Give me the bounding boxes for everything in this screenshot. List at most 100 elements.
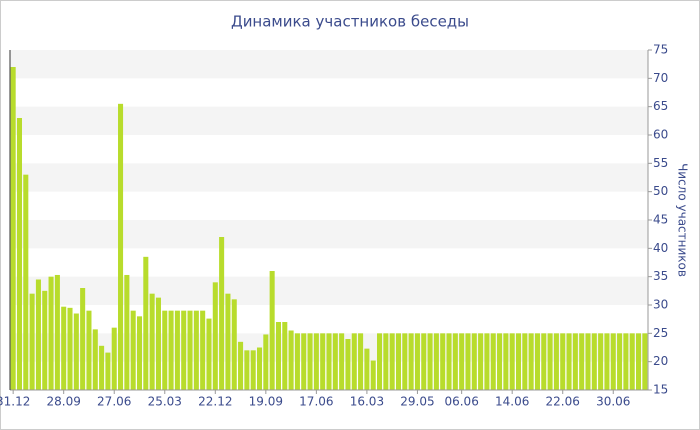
bar xyxy=(598,333,604,390)
x-tick-label: 06.06 xyxy=(444,395,478,409)
bar xyxy=(332,333,338,390)
bar xyxy=(149,293,155,390)
bar xyxy=(111,327,117,390)
bar xyxy=(288,330,294,390)
bar xyxy=(358,333,364,390)
bar xyxy=(522,333,528,390)
bar xyxy=(395,333,402,390)
y-tick-label: 55 xyxy=(653,156,668,170)
bar xyxy=(136,316,143,390)
bar xyxy=(370,360,376,390)
bar xyxy=(61,306,67,390)
x-tick-label: 22.12 xyxy=(198,395,232,409)
bar xyxy=(541,333,547,390)
bar xyxy=(23,174,29,390)
bar xyxy=(377,333,383,390)
bar xyxy=(364,348,370,390)
bar xyxy=(231,299,237,390)
bar xyxy=(585,333,591,390)
bar xyxy=(124,274,130,390)
bar xyxy=(629,333,635,390)
grid-band xyxy=(10,106,648,135)
bar xyxy=(105,352,111,390)
bar xyxy=(509,333,515,390)
bar xyxy=(610,333,616,390)
bar xyxy=(478,333,484,390)
bar xyxy=(433,333,439,390)
bar xyxy=(212,282,218,390)
bar xyxy=(162,310,168,390)
bar xyxy=(256,347,263,390)
bar xyxy=(528,333,534,390)
bar xyxy=(200,310,206,390)
chart-title: Динамика участников беседы xyxy=(231,13,469,31)
bar xyxy=(48,276,54,390)
y-tick-label: 75 xyxy=(653,43,668,57)
bar xyxy=(42,290,48,390)
bar xyxy=(414,333,420,390)
bar xyxy=(16,118,23,390)
bar xyxy=(225,293,231,390)
x-tick-label: 30.06 xyxy=(596,395,630,409)
bar xyxy=(263,334,269,390)
bar xyxy=(642,333,648,390)
bar xyxy=(591,333,597,390)
bar xyxy=(490,333,496,390)
bar xyxy=(383,333,389,390)
bar xyxy=(560,333,566,390)
bar xyxy=(345,339,351,390)
x-tick-label: 29.05 xyxy=(400,395,434,409)
bar xyxy=(219,237,225,390)
bar xyxy=(579,333,585,390)
x-tick-label: 28.09 xyxy=(47,395,81,409)
bar xyxy=(168,310,174,390)
x-tick-label: 17.06 xyxy=(299,395,333,409)
y-tick-label: 20 xyxy=(653,354,668,368)
bar xyxy=(408,333,414,390)
bar xyxy=(92,329,98,390)
y-tick-label: 50 xyxy=(653,184,668,198)
bar xyxy=(572,333,578,390)
bar xyxy=(351,333,357,390)
bar xyxy=(250,350,256,390)
y-tick-label: 45 xyxy=(653,213,668,227)
bar xyxy=(244,350,250,390)
bar xyxy=(326,333,332,390)
bar xyxy=(118,103,124,390)
bar xyxy=(282,322,288,390)
bar xyxy=(446,333,452,390)
y-tick-label: 15 xyxy=(653,383,668,397)
bar xyxy=(320,333,326,390)
bar xyxy=(440,333,446,390)
x-tick-label: 19.09 xyxy=(249,395,283,409)
bar xyxy=(269,271,275,390)
bar xyxy=(86,310,92,390)
bar xyxy=(452,333,458,390)
bar xyxy=(339,333,345,390)
x-tick-label: 22.06 xyxy=(546,395,580,409)
grid-band xyxy=(10,163,648,192)
bar xyxy=(193,310,199,390)
bar xyxy=(604,333,610,390)
bar xyxy=(459,333,465,390)
bar xyxy=(402,333,408,390)
bar xyxy=(99,345,105,390)
bar xyxy=(67,307,73,390)
bar xyxy=(465,333,471,390)
grid-band xyxy=(10,50,648,79)
x-tick-label: 16.03 xyxy=(350,395,384,409)
y-tick-label: 25 xyxy=(653,326,668,340)
bar xyxy=(307,333,313,390)
bar xyxy=(294,333,300,390)
bar xyxy=(421,333,427,390)
bar xyxy=(427,333,433,390)
bar xyxy=(547,333,553,390)
y-tick-label: 70 xyxy=(653,71,668,85)
bar xyxy=(534,333,540,390)
bar xyxy=(623,333,629,390)
bar xyxy=(515,333,522,390)
bar xyxy=(389,333,395,390)
bar xyxy=(497,333,503,390)
y-tick-label: 60 xyxy=(653,128,668,142)
